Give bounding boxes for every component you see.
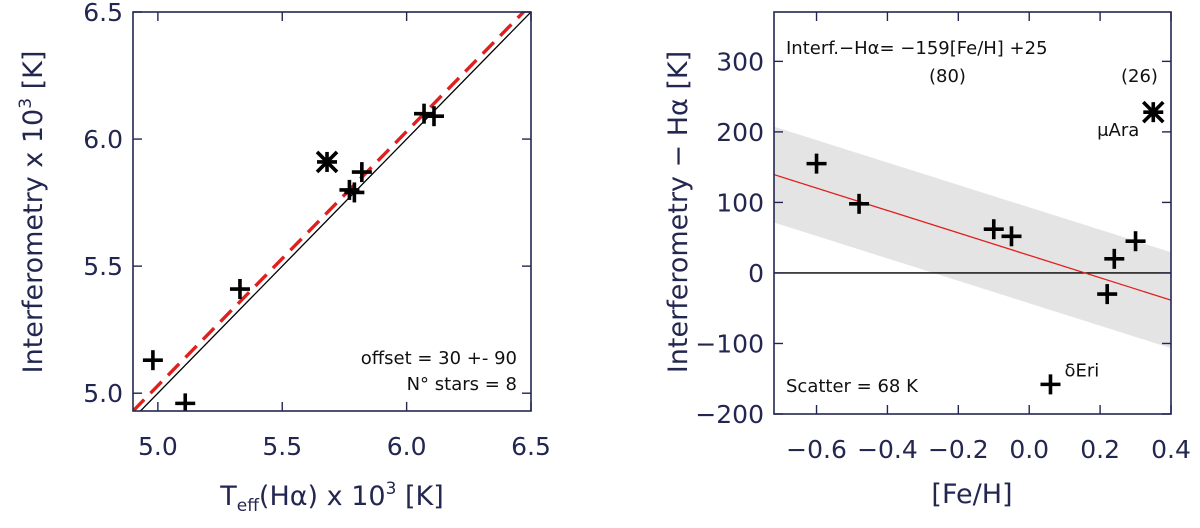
left-data-point xyxy=(142,350,163,371)
left-data-point xyxy=(339,179,360,200)
right-y-tick-label: 100 xyxy=(716,188,764,217)
right-y-tick-label: 200 xyxy=(716,118,764,147)
left-data-point xyxy=(229,279,250,300)
left-x-axis-label: Teff(Hα) x 103 [K] xyxy=(219,479,444,516)
right-x-tick-label: −0.6 xyxy=(786,435,847,464)
right-x-tick-label: 0.2 xyxy=(1080,435,1120,464)
right-x-tick-label: 0.0 xyxy=(1009,435,1049,464)
right-data-point xyxy=(1104,248,1125,269)
right-data-point xyxy=(1142,100,1165,124)
right-data-point xyxy=(849,193,870,214)
fit-line xyxy=(774,173,1171,301)
intercept-error-annotation: (26) xyxy=(1121,66,1158,87)
left-data-point xyxy=(423,106,444,127)
point-label: μAra xyxy=(1097,120,1139,141)
right-x-tick-label: 0.4 xyxy=(1151,435,1191,464)
scatter-annotation: Scatter = 68 K xyxy=(786,376,919,397)
right-x-tick-label: −0.2 xyxy=(928,435,989,464)
right-y-tick-label: 300 xyxy=(716,47,764,76)
point-label: δEri xyxy=(1064,360,1099,381)
left-data-point xyxy=(351,162,372,183)
left-y-tick-label: 6.5 xyxy=(83,0,123,27)
slope-error-annotation: (80) xyxy=(929,66,966,87)
left-x-tick-label: 6.0 xyxy=(387,432,427,461)
right-data-point xyxy=(806,153,827,174)
right-y-axis-label: Interferometry − Hα [K] xyxy=(663,51,694,373)
right-data-point xyxy=(1001,226,1022,247)
offset-annotation: offset = 30 +- 90 xyxy=(361,348,517,369)
left-y-axis-label: Interferometry x 103 [K] xyxy=(16,51,49,374)
right-panel: δEri μAra −0.6 −0.4 −0.2 0.0 0.2 0.4 −200 −100 0 10… xyxy=(663,11,1191,510)
right-y-tick-label: −100 xyxy=(695,329,764,358)
right-x-axis-label: [Fe/H] xyxy=(931,479,1012,510)
left-plot-frame xyxy=(132,11,532,412)
left-data-point xyxy=(315,150,339,174)
right-y-tick-label: −200 xyxy=(695,400,764,429)
right-data-point xyxy=(983,219,1004,240)
offset-line xyxy=(133,12,526,411)
right-data-point xyxy=(1097,284,1118,305)
left-x-tick-label: 5.5 xyxy=(262,432,302,461)
identity-line xyxy=(139,12,531,411)
left-x-tick-label: 6.5 xyxy=(511,432,551,461)
left-data-point xyxy=(344,182,365,203)
right-plot-frame xyxy=(773,11,1172,415)
right-y-tick-label: 0 xyxy=(748,259,764,288)
left-data-point xyxy=(414,103,435,124)
left-x-tick-label: 5.0 xyxy=(138,432,178,461)
left-y-tick-label: 5.5 xyxy=(83,252,123,281)
nstars-annotation: N° stars = 8 xyxy=(407,374,517,395)
left-data-point xyxy=(175,393,196,411)
right-data-point xyxy=(1040,374,1061,395)
left-panel: 5.0 5.5 6.0 6.5 5.0 5.5 6.0 6.5 offset = 30 +- … xyxy=(16,0,551,516)
right-x-tick-label: −0.4 xyxy=(857,435,918,464)
left-y-tick-label: 5.0 xyxy=(83,379,123,408)
right-data-point xyxy=(1125,231,1146,252)
fit-equation-annotation: Interf.−Hα= −159[Fe/H] +25 xyxy=(786,38,1048,59)
left-y-tick-label: 6.0 xyxy=(83,125,123,154)
